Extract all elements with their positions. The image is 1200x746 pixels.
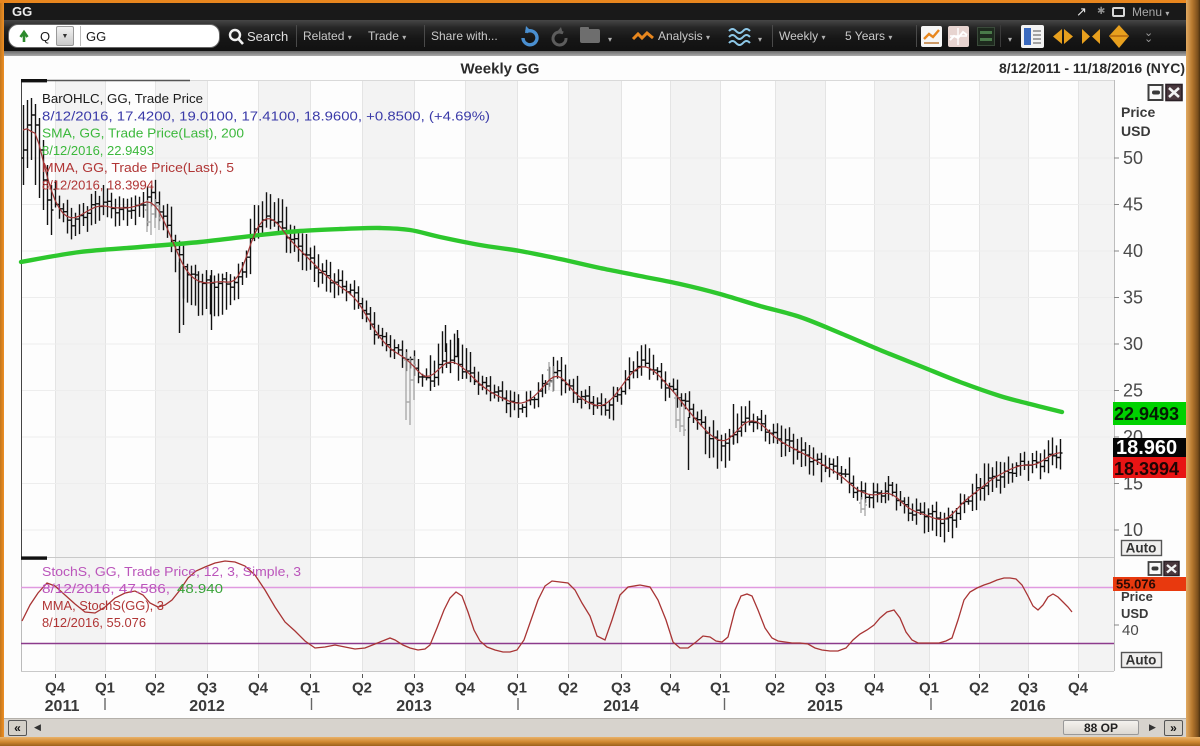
svg-text:45: 45 — [1123, 195, 1143, 215]
svg-text:Auto: Auto — [1126, 653, 1157, 668]
svg-text:2012: 2012 — [189, 698, 225, 715]
svg-text:Q2: Q2 — [969, 680, 989, 697]
svg-text:8/12/2016, 18.3994: 8/12/2016, 18.3994 — [42, 178, 154, 193]
svg-text:Q3: Q3 — [611, 680, 631, 697]
svg-text:40: 40 — [1122, 622, 1139, 639]
svg-text:10: 10 — [1123, 520, 1143, 540]
svg-text:Q4: Q4 — [1068, 680, 1089, 697]
svg-text:25: 25 — [1123, 381, 1143, 401]
svg-text:2013: 2013 — [396, 698, 432, 715]
svg-text:8/12/2016, 55.076: 8/12/2016, 55.076 — [42, 615, 146, 630]
svg-text:Q4: Q4 — [455, 680, 476, 697]
svg-text:SMA, GG, Trade Price(Last), 2: SMA, GG, Trade Price(Last), 200 — [42, 126, 244, 141]
svg-text:BarOHLC, GG, Trade Price: BarOHLC, GG, Trade Price — [42, 91, 203, 106]
svg-text:40: 40 — [1123, 241, 1143, 261]
svg-text:2015: 2015 — [807, 698, 843, 715]
svg-text:Q4: Q4 — [864, 680, 885, 697]
svg-text:USD: USD — [1121, 606, 1148, 621]
svg-text:Q3: Q3 — [1018, 680, 1038, 697]
svg-text:8/12/2016, 47.586,: 8/12/2016, 47.586, — [42, 581, 170, 596]
svg-text:Q1: Q1 — [919, 680, 939, 697]
svg-text:Q2: Q2 — [765, 680, 785, 697]
svg-text:Q3: Q3 — [815, 680, 835, 697]
svg-text:2016: 2016 — [1010, 698, 1046, 715]
svg-text:18.960: 18.960 — [1116, 437, 1177, 459]
svg-text:50: 50 — [1123, 148, 1143, 168]
svg-text:Q4: Q4 — [45, 680, 66, 697]
svg-text:Auto: Auto — [1126, 541, 1157, 556]
svg-text:Q4: Q4 — [660, 680, 681, 697]
svg-text:Q2: Q2 — [558, 680, 578, 697]
svg-text:15: 15 — [1123, 474, 1143, 494]
svg-text:Q4: Q4 — [248, 680, 269, 697]
svg-text:Weekly GG: Weekly GG — [461, 61, 540, 78]
svg-text:USD: USD — [1121, 123, 1151, 139]
svg-text:Price: Price — [1121, 104, 1155, 120]
svg-text:Q1: Q1 — [95, 680, 115, 697]
svg-text:2014: 2014 — [603, 698, 639, 715]
svg-text:18.3994: 18.3994 — [1114, 459, 1179, 479]
svg-text:8/12/2016, 22.9493: 8/12/2016, 22.9493 — [42, 143, 154, 158]
svg-text:2011: 2011 — [45, 698, 80, 715]
svg-text:22.9493: 22.9493 — [1114, 404, 1179, 424]
svg-text:8/12/2011 - 11/18/2016 (NYC): 8/12/2011 - 11/18/2016 (NYC) — [999, 60, 1185, 76]
svg-text:MMA, StochS(GG), 3: MMA, StochS(GG), 3 — [42, 598, 164, 613]
svg-text:Q2: Q2 — [145, 680, 165, 697]
svg-text:35: 35 — [1123, 288, 1143, 308]
svg-text:Price: Price — [1121, 589, 1153, 604]
svg-text:Q2: Q2 — [352, 680, 372, 697]
svg-text:StochS, GG, Trade Price, 12,: StochS, GG, Trade Price, 12, 3, Simple, … — [42, 564, 301, 579]
svg-text:Q1: Q1 — [300, 680, 320, 697]
svg-text:8/12/2016, 17.4200, 19.0100, 1: 8/12/2016, 17.4200, 19.0100, 17.4100, 18… — [42, 108, 490, 123]
svg-text:Q1: Q1 — [507, 680, 527, 697]
svg-text:MMA, GG, Trade Price(Last), 5: MMA, GG, Trade Price(Last), 5 — [42, 160, 234, 175]
svg-text:Q1: Q1 — [710, 680, 730, 697]
svg-text:Q3: Q3 — [197, 680, 217, 697]
svg-text:48.940: 48.940 — [177, 581, 223, 596]
svg-text:55.076: 55.076 — [1116, 577, 1156, 592]
svg-text:30: 30 — [1123, 334, 1143, 354]
svg-text:Q3: Q3 — [404, 680, 424, 697]
